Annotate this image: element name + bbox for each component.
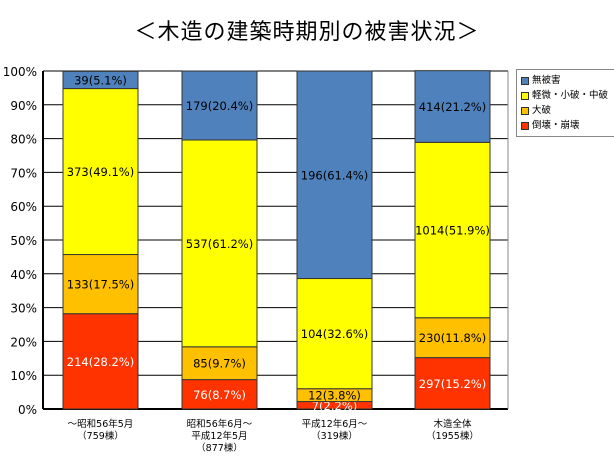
legend-item: 大破 — [521, 103, 613, 118]
y-tick-label: 20% — [10, 335, 37, 349]
bar-segment — [62, 70, 139, 90]
data-label: 12(3.8%) — [308, 389, 361, 403]
x-tick-label: ～昭和56年5月 — [68, 418, 134, 430]
x-tick-label: 平成12年5月 — [191, 430, 247, 442]
data-label: 7(2.2%) — [312, 399, 358, 413]
x-tick-label: （319棟） — [311, 430, 358, 442]
bar-segment — [296, 278, 373, 390]
chart-title: ＜木造の建築時期別の被害状況＞ — [134, 20, 480, 45]
data-label: 133(17.5%) — [67, 278, 134, 292]
data-label: 85(9.7%) — [193, 357, 246, 371]
data-label: 39(5.1%) — [74, 73, 127, 87]
bar-segment — [414, 141, 491, 319]
x-tick-label: （1955棟） — [426, 430, 479, 442]
bar-segment — [62, 254, 139, 315]
y-tick-label: 30% — [10, 302, 37, 316]
y-tick-label: 70% — [10, 166, 37, 180]
bar-segment — [181, 379, 258, 410]
y-tick-label: 40% — [10, 268, 37, 282]
y-tick-label: 10% — [10, 369, 37, 383]
data-label: 1014(51.9%) — [415, 224, 490, 238]
y-tick-label: 100% — [3, 65, 37, 79]
bar-segment — [181, 70, 258, 141]
legend-swatch — [521, 121, 529, 130]
bar-segment — [296, 70, 373, 280]
x-tick-label: 平成12年6月～ — [302, 418, 368, 430]
data-label: 537(61.2%) — [186, 237, 253, 251]
legend-label: 倒壊・崩壊 — [532, 120, 580, 131]
bar-segment — [414, 357, 491, 410]
bar-segment — [62, 313, 139, 410]
legend-item: 無被害 — [521, 73, 613, 88]
legend-label: 無被害 — [532, 75, 561, 86]
data-label: 179(20.4%) — [186, 99, 253, 113]
data-label: 414(21.2%) — [419, 100, 486, 114]
y-tick-label: 60% — [10, 200, 37, 214]
y-tick-label: 80% — [10, 133, 37, 147]
legend-item: 軽微・小破・中破 — [521, 88, 613, 103]
data-label: 230(11.8%) — [419, 331, 486, 345]
bar-segment — [181, 139, 258, 348]
y-tick-label: 0% — [18, 403, 37, 417]
legend-label: 大破 — [532, 105, 552, 116]
legend: 無被害軽微・小破・中破 大破倒壊・崩壊 — [516, 69, 614, 137]
x-tick-label: 昭和56年6月～ — [187, 418, 253, 430]
data-label: 104(32.6%) — [301, 327, 368, 341]
x-tick-label: （877棟） — [196, 442, 243, 454]
data-label: 76(8.7%) — [193, 388, 246, 402]
bar-segment — [414, 70, 491, 143]
legend-swatch — [521, 76, 529, 85]
x-tick-label: 木造全体 — [433, 418, 472, 430]
x-tick-label: （759棟） — [77, 430, 124, 442]
legend-swatch — [521, 106, 529, 115]
y-tick-label: 50% — [10, 234, 37, 248]
data-label: 196(61.4%) — [301, 168, 368, 182]
y-tick-label: 90% — [10, 99, 37, 113]
data-label: 297(15.2%) — [419, 377, 486, 391]
data-label: 214(28.2%) — [67, 355, 134, 369]
bar-segment — [62, 88, 139, 256]
legend-swatch — [521, 91, 529, 100]
legend-item: 倒壊・崩壊 — [521, 118, 613, 133]
data-label: 373(49.1%) — [67, 165, 134, 179]
legend-label: 軽微・小破・中破 — [532, 90, 609, 101]
